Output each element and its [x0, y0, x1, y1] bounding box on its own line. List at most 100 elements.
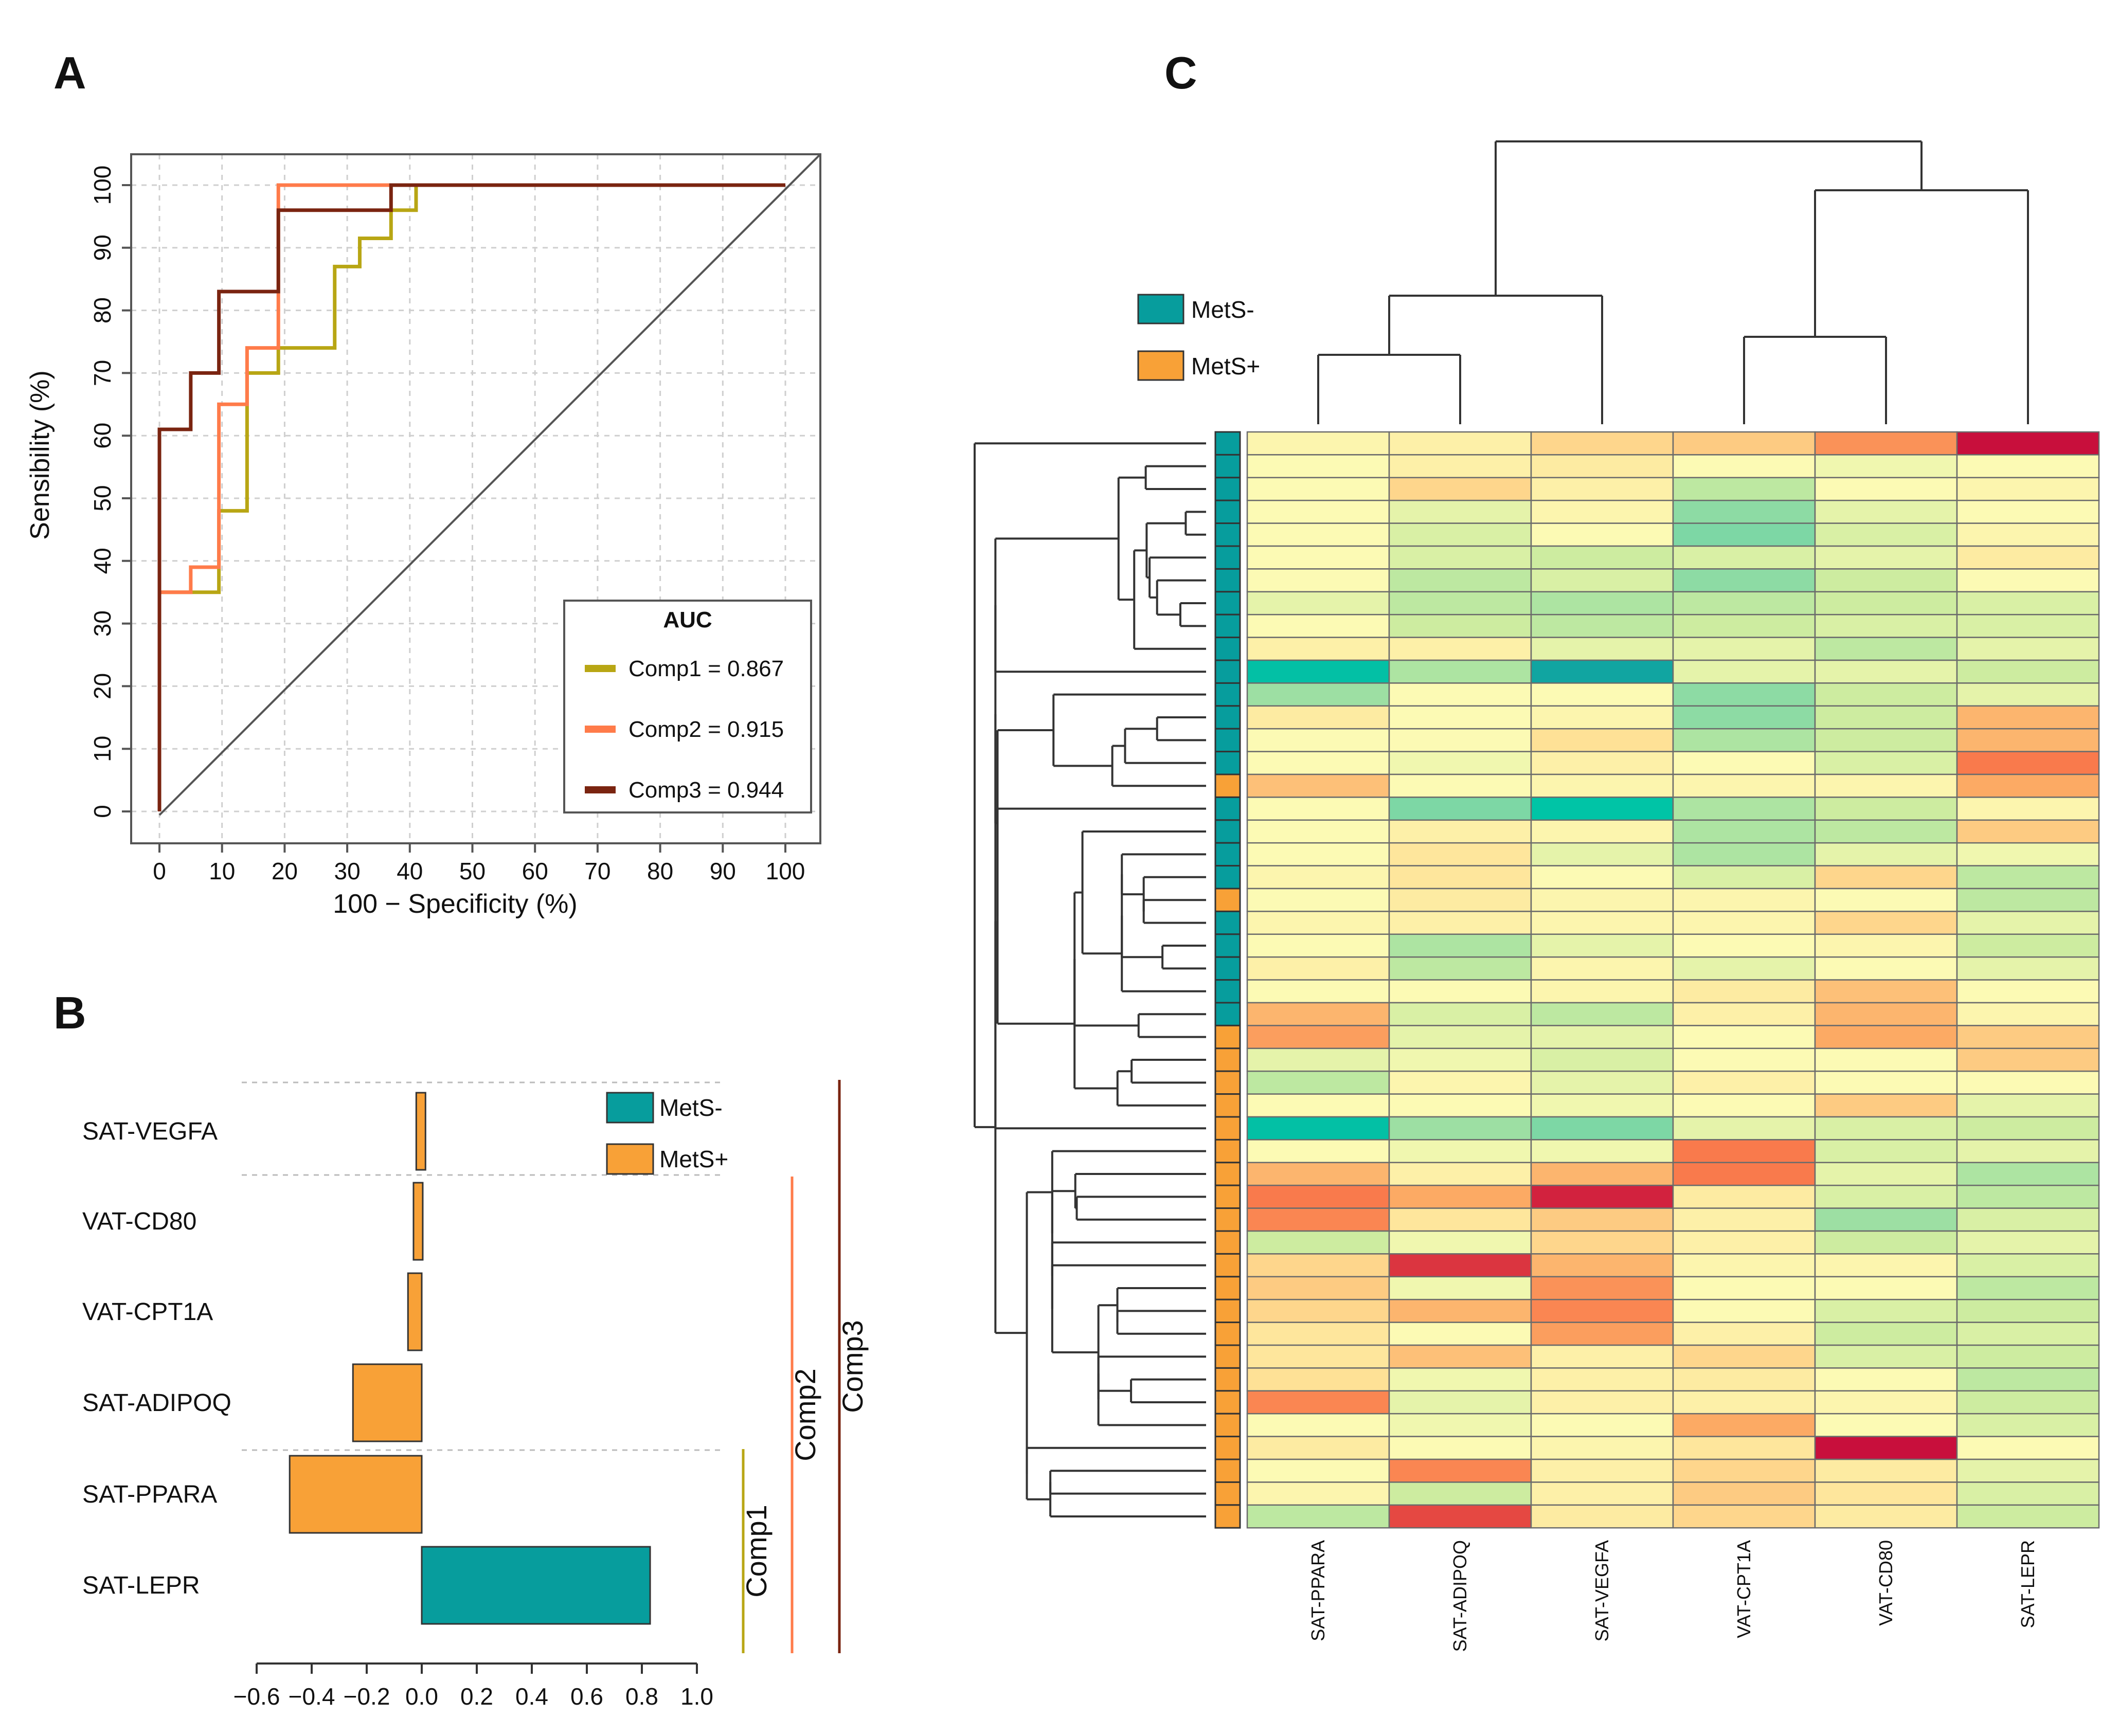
heatmap-cell	[1388, 454, 1532, 479]
heatmap-cell	[1814, 911, 1958, 935]
group-sidebar-cell	[1214, 659, 1241, 684]
heatmap-cell	[1814, 1139, 1958, 1164]
heatmap-cell	[1956, 1436, 2100, 1460]
loadings-legend-label-mets-pos: MetS+	[659, 1146, 728, 1172]
heatmap-cell	[1388, 499, 1532, 524]
roc-y-tick-label: 80	[89, 297, 116, 323]
heatmap-cell	[1814, 1230, 1958, 1255]
heatmap-cell	[1956, 1047, 2100, 1072]
group-sidebar-cell	[1214, 1253, 1241, 1278]
roc-series-line-comp1	[157, 183, 785, 811]
heatmap-cell	[1672, 1298, 1816, 1323]
heatmap-cell	[1814, 933, 1958, 958]
heatmap-cell	[1814, 797, 1958, 821]
heatmap-cell	[1246, 499, 1390, 524]
heatmap-cell	[1956, 431, 2100, 456]
heatmap-cell	[1814, 1367, 1958, 1392]
heatmap-legend-swatch-mets-pos	[1137, 350, 1184, 381]
heatmap-cell	[1388, 933, 1532, 958]
heatmap-cell	[1672, 1322, 1816, 1346]
roc-legend-box	[563, 600, 812, 813]
heatmap-cell	[1956, 773, 2100, 798]
loadings-category-label: SAT-ADIPOQ	[82, 1389, 231, 1417]
heatmap-cell	[1672, 637, 1816, 661]
loadings-category-label: SAT-LEPR	[82, 1572, 200, 1599]
heatmap-cell	[1530, 1093, 1674, 1118]
heatmap-cell	[1814, 1093, 1958, 1118]
heatmap-cell	[1956, 819, 2100, 844]
heatmap-cell	[1388, 1367, 1532, 1392]
loadings-bracket-label-comp3: Comp3	[836, 1320, 869, 1413]
roc-legend-title: AUC	[663, 607, 712, 632]
heatmap-cell	[1246, 842, 1390, 866]
group-sidebar-cell	[1214, 682, 1241, 707]
heatmap-cell	[1672, 911, 1816, 935]
heatmap-cell	[1246, 1184, 1390, 1209]
roc-y-tick-label: 10	[89, 736, 116, 762]
heatmap-cell	[1388, 1276, 1532, 1300]
loadings-x-tick-label: −0.2	[344, 1683, 390, 1710]
group-sidebar-cell	[1214, 454, 1241, 479]
roc-x-ticks: 0 10 20 30 40 50 60 70 80 90 100	[153, 843, 805, 884]
heatmap-cell	[1814, 842, 1958, 866]
group-sidebar-cell	[1214, 1138, 1241, 1164]
heatmap-cell	[1246, 591, 1390, 616]
group-sidebar	[1214, 431, 1241, 1529]
group-sidebar-cell	[1214, 522, 1241, 547]
heatmap-cell	[1388, 1093, 1532, 1118]
heatmap-cell	[1246, 477, 1390, 501]
heatmap-cell	[1814, 1025, 1958, 1050]
heatmap-cell	[1530, 659, 1674, 684]
heatmap-cell	[1672, 1436, 1816, 1460]
heatmap-cell	[1388, 819, 1532, 844]
heatmap-cell	[1814, 659, 1958, 684]
heatmap-column-label: SAT-PPARA	[1307, 1540, 1328, 1641]
heatmap-cell	[1672, 682, 1816, 707]
heatmap-cell	[1246, 1504, 1390, 1529]
heatmap-cell	[1672, 477, 1816, 501]
heatmap-cell	[1246, 1298, 1390, 1323]
loadings-category-label: VAT-CD80	[82, 1208, 196, 1235]
heatmap-cell	[1530, 979, 1674, 1004]
heatmap-cell	[1530, 842, 1674, 866]
column-dendrogram	[1317, 140, 2029, 424]
loadings-x-ticks: −0.6 −0.4 −0.2 0.0 0.2 0.4 0.6 0.8 1.0	[234, 1663, 713, 1710]
heatmap-cell	[1530, 1207, 1674, 1232]
group-sidebar-cell	[1214, 431, 1241, 456]
heatmap-cell	[1246, 431, 1390, 456]
heatmap-cell	[1956, 888, 2100, 912]
heatmap-cell	[1530, 956, 1674, 981]
roc-y-tick-label: 70	[89, 360, 116, 386]
heatmap-cell	[1530, 751, 1674, 775]
heatmap-cell	[1388, 477, 1532, 501]
heatmap-cell	[1672, 1116, 1816, 1141]
heatmap-cell	[1814, 1070, 1958, 1095]
heatmap-cell	[1246, 1207, 1390, 1232]
heatmap-cell	[1246, 1367, 1390, 1392]
heatmap-cell	[1246, 454, 1390, 479]
heatmap-cell	[1672, 1458, 1816, 1483]
heatmap-cell	[1814, 1207, 1958, 1232]
heatmap-column-labels: SAT-PPARA SAT-ADIPOQ SAT-VEGFA VAT-CPT1A VAT…	[1307, 1540, 2038, 1652]
group-sidebar-cell	[1214, 1162, 1241, 1186]
heatmap-cell	[1814, 1413, 1958, 1437]
loadings-chart: SAT-VEGFA VAT-CD80 VAT-CPT1A SAT-ADIPOQ SAT-…	[82, 1080, 869, 1710]
heatmap-cell	[1814, 1253, 1958, 1278]
group-sidebar-cell	[1214, 1024, 1241, 1050]
heatmap-cell	[1672, 797, 1816, 821]
heatmap-cell	[1956, 728, 2100, 752]
heatmap-cell	[1388, 1253, 1532, 1278]
heatmap-legend-label-mets-pos: MetS+	[1191, 353, 1260, 379]
heatmap-cell	[1956, 659, 2100, 684]
heatmap-cell	[1388, 1139, 1532, 1164]
heatmap-cell	[1530, 865, 1674, 890]
heatmap-cell	[1388, 545, 1532, 570]
heatmap-cell	[1530, 1162, 1674, 1186]
heatmap-cell	[1530, 591, 1674, 616]
heatmap-cell	[1814, 1504, 1958, 1529]
heatmap-cell	[1956, 865, 2100, 890]
heatmap-cell	[1956, 1276, 2100, 1300]
loadings-bars	[289, 1092, 651, 1625]
heatmap-cell	[1814, 1322, 1958, 1346]
heatmap-cell	[1814, 956, 1958, 981]
